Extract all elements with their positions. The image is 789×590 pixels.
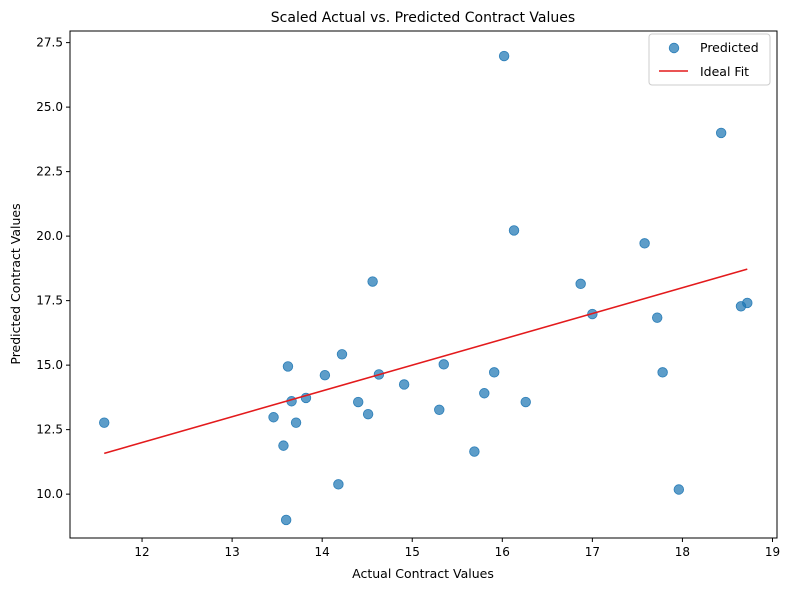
scatter-point <box>367 276 378 287</box>
scatter-point <box>575 278 586 290</box>
chart-title: Scaled Actual vs. Predicted Contract Val… <box>271 10 575 26</box>
legend-marker-predicted <box>668 42 680 54</box>
scatter-point <box>469 446 480 457</box>
scatter-point <box>508 225 520 236</box>
y-axis-ticks: 10.0 12.5 15.0 17.5 20.0 22.5 25.0 27.5 <box>36 36 70 501</box>
scatter-point <box>520 396 531 408</box>
scatter-point <box>282 361 294 372</box>
x-tick-label: 17 <box>585 545 600 559</box>
legend: Predicted Ideal Fit <box>648 33 771 86</box>
scatter-point <box>673 484 685 495</box>
y-tick-label: 27.5 <box>36 36 63 50</box>
scatter-point <box>333 479 344 490</box>
plot-frame <box>69 30 778 539</box>
scatter-point <box>434 404 445 415</box>
scatter-point <box>278 440 289 451</box>
x-axis-label: Actual Contract Values <box>352 566 494 581</box>
ideal-fit-line <box>104 268 748 455</box>
scatter-point <box>280 514 292 526</box>
y-tick-label: 12.5 <box>36 423 63 437</box>
x-tick-label: 12 <box>134 545 149 559</box>
y-tick-label: 20.0 <box>36 229 63 243</box>
scatter-point <box>657 367 668 378</box>
scatter-point <box>290 417 302 428</box>
y-tick-label: 15.0 <box>36 358 63 372</box>
ideal-fit-line-layer <box>104 268 748 455</box>
y-axis-label: Predicted Contract Values <box>8 203 23 364</box>
scatter-point <box>639 238 650 249</box>
x-tick-label: 14 <box>315 545 330 559</box>
y-tick-label: 22.5 <box>36 165 63 179</box>
scatter-point <box>353 396 364 408</box>
scatter-point <box>498 50 510 62</box>
scatter-point <box>362 408 374 420</box>
x-tick-label: 15 <box>405 545 420 559</box>
x-tick-label: 13 <box>224 545 239 559</box>
scatter-point <box>742 297 753 309</box>
y-tick-label: 10.0 <box>36 487 63 501</box>
x-tick-label: 19 <box>765 545 780 559</box>
x-tick-label: 16 <box>495 545 510 559</box>
scatter-point <box>336 349 348 360</box>
scatter-point <box>489 367 500 378</box>
scatter-point <box>715 127 727 139</box>
legend-box <box>648 33 771 86</box>
x-tick-label: 18 <box>675 545 690 559</box>
y-tick-label: 17.5 <box>36 294 63 308</box>
scatter-point <box>438 359 449 370</box>
scatter-point <box>319 369 331 381</box>
legend-label-ideal-fit: Ideal Fit <box>700 64 749 79</box>
data-points <box>99 50 753 526</box>
scatter-point <box>479 388 490 399</box>
y-tick-label: 25.0 <box>36 100 63 114</box>
x-axis-ticks: 12 13 14 15 16 17 18 19 <box>134 538 780 559</box>
scatter-point <box>268 412 279 423</box>
legend-label-predicted: Predicted <box>700 40 759 55</box>
scatter-point <box>398 379 410 390</box>
scatter-point <box>99 417 110 428</box>
scatter-point <box>652 312 663 323</box>
